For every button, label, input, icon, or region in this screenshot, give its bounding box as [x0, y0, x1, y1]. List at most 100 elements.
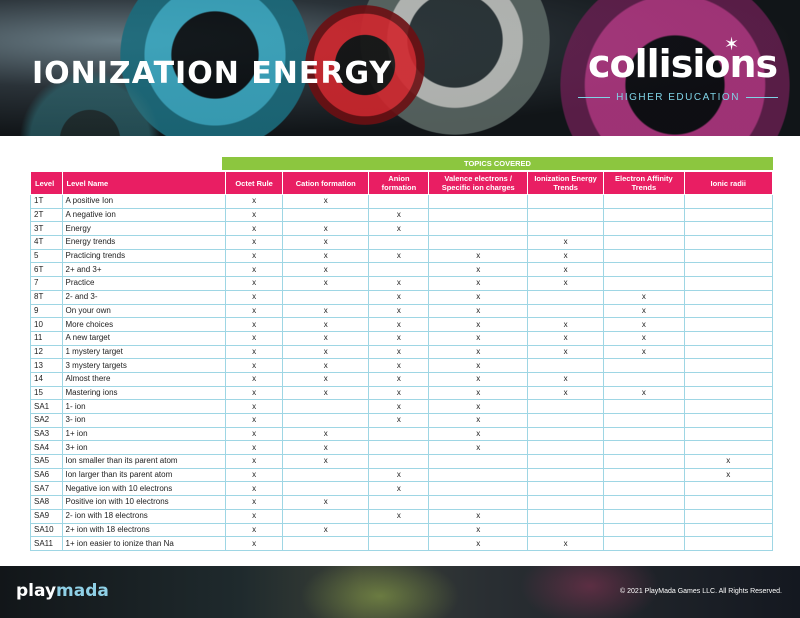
level-name-cell: Practice — [62, 276, 227, 291]
table-row: SA11 1+ ion easier to ionize than Na x x x — [30, 536, 774, 551]
topic-cell: x — [368, 468, 430, 483]
table-row: 15 Mastering ions x x x x x x — [30, 386, 774, 401]
topic-cell: x — [225, 454, 284, 469]
levels-table: Level Level Name Octet Rule Cation forma… — [30, 171, 774, 551]
column-header: Ionic radii — [683, 171, 774, 195]
topic-cell — [368, 440, 430, 456]
topic-cell: x — [282, 221, 370, 237]
level-name-cell: Energy trends — [62, 235, 227, 250]
topic-cell: x — [527, 372, 605, 387]
topic-cell — [603, 481, 685, 497]
topic-cell — [603, 208, 685, 223]
level-cell: 4T — [30, 235, 63, 250]
topic-cell: x — [527, 276, 605, 291]
topic-cell: x — [225, 358, 284, 373]
battery-image-magenta — [560, 0, 790, 136]
topic-cell — [684, 509, 774, 524]
topic-cell — [684, 386, 774, 401]
table-row: 8T 2- and 3- x x x x — [30, 290, 774, 305]
column-header: Level Name — [61, 171, 227, 195]
topic-cell — [368, 194, 430, 209]
topic-cell: x — [225, 262, 284, 278]
level-cell: 15 — [30, 386, 63, 401]
table-row: 1T A positive Ion x x — [30, 194, 774, 209]
brand-subtitle: HIGHER EDUCATION — [578, 92, 779, 103]
level-cell: 7 — [30, 276, 63, 291]
topic-cell: x — [282, 495, 370, 510]
topic-cell: x — [225, 495, 284, 510]
topic-cell — [527, 481, 605, 497]
topic-cell — [368, 454, 430, 469]
table-row: 14 Almost there x x x x x — [30, 372, 774, 387]
level-name-cell: More choices — [62, 317, 227, 332]
level-name-cell: Positive ion with 10 electrons — [62, 495, 227, 510]
topic-cell — [282, 413, 370, 428]
level-cell: SA1 — [30, 399, 63, 414]
level-cell: SA5 — [30, 454, 63, 469]
topic-cell — [527, 413, 605, 428]
topic-cell: x — [282, 454, 370, 469]
topic-cell: x — [684, 468, 774, 483]
topic-cell — [428, 495, 528, 510]
topic-cell: x — [428, 413, 528, 428]
topic-cell: x — [368, 221, 430, 237]
topic-cell: x — [527, 262, 605, 278]
topic-cell — [527, 221, 605, 237]
column-header: Anion formation — [368, 171, 430, 195]
topic-cell: x — [225, 331, 284, 346]
topic-cell: x — [603, 331, 685, 346]
topic-cell — [684, 290, 774, 305]
topic-cell: x — [428, 304, 528, 319]
topic-cell — [603, 413, 685, 428]
topic-cell: x — [428, 386, 528, 401]
topic-cell: x — [368, 481, 430, 497]
topic-cell — [603, 468, 685, 483]
level-name-cell: A positive Ion — [62, 194, 227, 209]
topic-cell — [603, 235, 685, 250]
topic-cell: x — [225, 440, 284, 456]
topic-cell: x — [282, 262, 370, 278]
topic-cell — [428, 194, 528, 209]
table-row: SA1 1- ion x x x — [30, 399, 774, 414]
topic-cell: x — [368, 249, 430, 264]
level-name-cell: Negative ion with 10 electrons — [62, 481, 227, 497]
topic-cell: x — [428, 317, 528, 332]
topic-cell — [684, 194, 774, 209]
level-cell: 12 — [30, 345, 63, 360]
topic-cell — [684, 331, 774, 346]
topic-cell: x — [225, 386, 284, 401]
topic-cell — [684, 317, 774, 332]
topic-cell — [684, 262, 774, 278]
topic-cell: x — [428, 509, 528, 524]
topic-cell: x — [225, 481, 284, 497]
topic-cell: x — [428, 399, 528, 414]
topic-cell: x — [225, 290, 284, 305]
topic-cell: x — [603, 317, 685, 332]
level-cell: 11 — [30, 331, 63, 346]
topic-cell: x — [527, 331, 605, 346]
topic-cell: x — [225, 413, 284, 428]
topic-cell: x — [282, 249, 370, 264]
topic-cell — [603, 276, 685, 291]
table-row: 12 1 mystery target x x x x x x — [30, 345, 774, 360]
column-header: Cation formation — [282, 171, 370, 195]
topic-cell: x — [428, 523, 528, 538]
level-name-cell: Energy — [62, 221, 227, 237]
header-banner: IONIZATION ENERGY collisions ✶ HIGHER ED… — [0, 0, 800, 136]
topic-cell — [603, 427, 685, 442]
level-cell: SA2 — [30, 413, 63, 428]
table-row: SA2 3- ion x x x — [30, 413, 774, 428]
column-header: Electron Affinity Trends — [603, 171, 685, 195]
topic-cell: x — [527, 345, 605, 360]
topic-cell: x — [368, 304, 430, 319]
level-name-cell: 3 mystery targets — [62, 358, 227, 373]
table-row: SA7 Negative ion with 10 electrons x x — [30, 481, 774, 497]
topic-cell: x — [368, 290, 430, 305]
level-name-cell: A new target — [62, 331, 227, 346]
topics-covered-header: TOPICS COVERED — [222, 157, 773, 170]
topic-cell: x — [368, 331, 430, 346]
level-name-cell: Almost there — [62, 372, 227, 387]
topic-cell: x — [428, 358, 528, 373]
level-cell: SA6 — [30, 468, 63, 483]
topic-cell: x — [225, 427, 284, 442]
